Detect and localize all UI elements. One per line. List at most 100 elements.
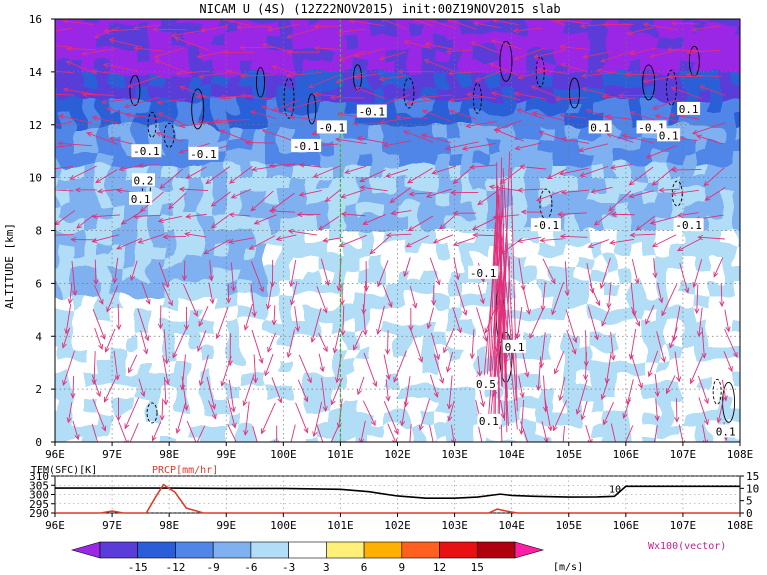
shade-cell [110, 87, 124, 101]
shade-cell [461, 204, 475, 218]
shade-cell [721, 61, 735, 75]
shade-cell [591, 243, 605, 257]
colorbar-label: 15 [471, 561, 484, 574]
shade-cell [97, 35, 111, 49]
wind-vector-head [287, 228, 294, 235]
shade-cell [253, 22, 267, 36]
wind-vector-head [538, 130, 545, 136]
shade-cell [149, 48, 163, 62]
shade-cell [58, 165, 72, 179]
shade-cell [344, 399, 358, 413]
shade-cell [318, 191, 332, 205]
wind-vector [161, 282, 173, 306]
shade-cell [643, 87, 657, 101]
shade-cell [305, 360, 319, 374]
shade-cell [435, 412, 449, 426]
wind-vector-head [330, 399, 336, 406]
wind-vector-head [674, 417, 680, 423]
colorbar-high-triangle [514, 541, 545, 559]
wind-vector-head [289, 281, 295, 288]
wind-vector-head [433, 391, 439, 398]
wind-vector [610, 163, 633, 169]
wind-vector-head [223, 49, 230, 55]
shade-cell [357, 438, 371, 442]
wind-vector [671, 22, 700, 25]
wind-vector-head [512, 28, 519, 34]
shade-cell [630, 19, 644, 23]
shade-cell [305, 269, 319, 283]
shade-cell [71, 399, 85, 413]
shade-cell [227, 74, 241, 88]
wind-vector [455, 281, 467, 316]
wind-vector [128, 354, 138, 373]
wind-vector [69, 282, 73, 304]
ts-x-tick-label: 99E [216, 519, 236, 532]
shade-cell [370, 256, 384, 270]
wind-vector-head [260, 428, 266, 435]
wind-vector [540, 332, 546, 368]
shade-cell [578, 19, 592, 23]
shade-cell [84, 126, 98, 140]
x-tick-label: 108E [727, 448, 754, 461]
shade-cell [708, 74, 722, 88]
shade-cell [149, 217, 163, 231]
shade-cell [396, 191, 410, 205]
wind-vector [496, 199, 509, 427]
wind-vector [608, 190, 632, 212]
shade-cell [136, 425, 150, 439]
shade-cell [721, 139, 735, 153]
wind-vector-head [362, 220, 369, 225]
shade-cell [123, 230, 137, 244]
shade-cell [71, 386, 85, 400]
shade-cell [734, 22, 740, 36]
wind-vector [630, 353, 643, 389]
shade-cell [214, 22, 228, 36]
wind-vector [229, 214, 251, 217]
wind-vector-head [536, 385, 542, 392]
shade-cell [474, 126, 488, 140]
wind-vector [679, 263, 689, 293]
shade-cell [201, 256, 215, 270]
shade-cell [188, 230, 202, 244]
wind-vector-head [658, 297, 664, 304]
shade-cell [370, 295, 384, 309]
shade-cell [604, 295, 618, 309]
wind-vector [125, 113, 160, 120]
shade-cell [240, 282, 254, 296]
wind-vector-head [168, 203, 174, 210]
shade-cell [149, 308, 163, 322]
wind-vector-head [435, 354, 441, 361]
shade-cell [188, 425, 202, 439]
shade-cell [591, 282, 605, 296]
shade-cell [552, 191, 566, 205]
wind-vector-head [269, 281, 276, 288]
wind-vector [244, 401, 250, 435]
wind-vector [587, 306, 599, 340]
shade-cell [617, 386, 631, 400]
wind-vector-head [432, 238, 439, 244]
shade-cell [292, 347, 306, 361]
wind-vector [138, 233, 165, 244]
shade-cell [279, 19, 293, 23]
shade-cell [643, 35, 657, 49]
shade-cell [240, 334, 254, 348]
wind-vector-head [516, 108, 523, 114]
shade-cell [383, 87, 397, 101]
shade-cell [734, 35, 740, 49]
shade-cell [461, 113, 475, 127]
shade-cell [708, 35, 722, 49]
shade-cell [331, 412, 345, 426]
wind-vector-head [243, 324, 249, 331]
shade-cell [149, 87, 163, 101]
wind-vector-head [469, 353, 475, 360]
shade-cell [708, 321, 722, 335]
shade-cell [344, 347, 358, 361]
shade-cell [565, 438, 579, 442]
wind-vector [383, 354, 390, 380]
shade-cell [266, 282, 280, 296]
wind-vector [588, 239, 609, 248]
contour-line [666, 69, 677, 106]
shade-cell [747, 308, 761, 322]
shade-cell [97, 399, 111, 413]
shade-cell [513, 152, 527, 166]
